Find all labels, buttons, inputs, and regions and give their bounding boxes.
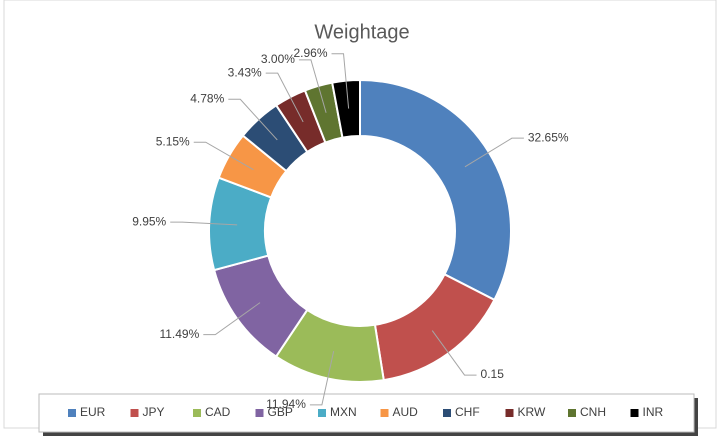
leader-line	[464, 137, 524, 168]
legend-label: KRW	[518, 405, 546, 419]
data-label: 9.95%	[132, 214, 166, 228]
data-label: 3.00%	[261, 52, 295, 66]
legend-label: JPY	[143, 405, 165, 419]
data-label: 11.94%	[266, 397, 306, 411]
chart-title: Weightage	[314, 21, 409, 43]
donut-slice	[359, 78, 512, 302]
leader-line	[431, 330, 477, 376]
legend-label: CAD	[205, 405, 231, 419]
legend-label: EUR	[80, 405, 106, 419]
legend-swatch	[130, 409, 139, 417]
legend-label: INR	[643, 405, 664, 419]
legend-label: GBP	[268, 405, 293, 419]
data-label: 11.49%	[159, 327, 199, 341]
leader-line	[309, 351, 335, 406]
legend-label: MXN	[330, 405, 357, 419]
legend-swatch	[443, 409, 451, 417]
legend-swatch	[68, 409, 76, 417]
leader-line	[170, 221, 238, 226]
data-label: 4.78%	[190, 91, 224, 105]
legend-swatch	[568, 409, 576, 417]
data-label: 2.96%	[293, 46, 327, 60]
legend-swatch	[255, 409, 264, 417]
leader-line	[265, 72, 304, 123]
legend-box	[38, 393, 695, 433]
leader-line	[228, 98, 278, 141]
legend-swatch	[505, 409, 514, 417]
legend-label: AUD	[393, 405, 419, 419]
leader-line	[193, 141, 254, 171]
leader-line	[331, 53, 350, 109]
data-label: 5.15%	[156, 134, 190, 148]
data-label: 0.15	[481, 367, 505, 381]
data-label: 3.43%	[228, 65, 262, 79]
legend-swatch	[380, 409, 389, 417]
legend-label: CHF	[455, 405, 480, 419]
data-label: 32.65%	[528, 130, 569, 144]
legend-label: CNH	[580, 405, 606, 419]
donut-slice	[331, 78, 361, 139]
leader-line	[203, 302, 261, 336]
legend-swatch	[630, 409, 639, 417]
legend-swatch	[318, 409, 326, 417]
leader-line	[298, 59, 327, 113]
legend-swatch	[193, 409, 201, 417]
